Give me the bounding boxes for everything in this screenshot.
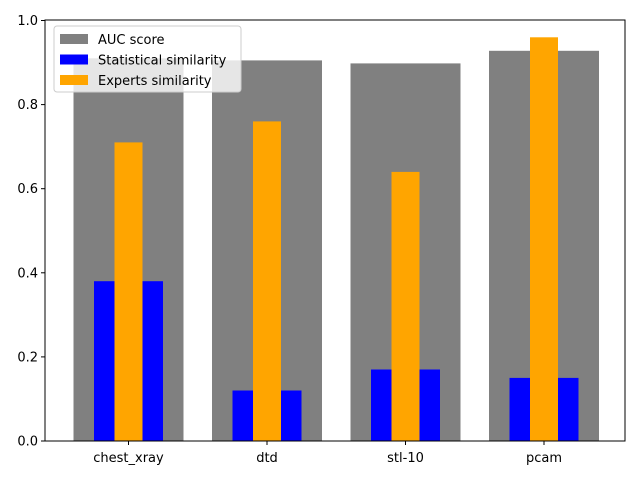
bar-experts-similarity-dtd	[253, 121, 281, 442]
bar-experts-similarity-stl-10	[391, 171, 420, 441]
y-tick-label: 0.6	[17, 182, 38, 197]
bar-experts-similarity-chest_xray	[114, 142, 143, 441]
x-tick-label: chest_xray	[93, 451, 164, 466]
y-tick-label: 0.0	[17, 435, 38, 450]
legend-swatch	[60, 54, 88, 65]
y-tick-label: 0.8	[17, 98, 38, 113]
legend: AUC score Statistical similarity Experts s…	[53, 25, 242, 93]
y-axis: 0.0 0.2 0.4 0.6 0.8 1.0	[17, 14, 45, 450]
plot-frame	[44, 19, 626, 442]
legend-label: Statistical similarity	[98, 54, 227, 69]
legend-label: AUC score	[98, 33, 165, 48]
bars-layer	[73, 37, 599, 442]
legend-swatch	[60, 75, 88, 85]
y-tick-label: 0.4	[17, 266, 38, 281]
x-tick-label: dtd	[256, 451, 278, 466]
x-tick-label: pcam	[526, 451, 562, 466]
x-tick-label: stl-10	[387, 451, 424, 466]
y-tick-label: 1.0	[17, 14, 38, 29]
legend-box	[53, 25, 242, 93]
y-tick-label: 0.2	[17, 350, 38, 365]
bar-experts-similarity-pcam	[530, 37, 558, 442]
legend-label: Experts similarity	[98, 74, 212, 89]
legend-swatch	[60, 34, 88, 44]
x-axis: chest_xray dtd stl-10 pcam	[93, 441, 562, 466]
